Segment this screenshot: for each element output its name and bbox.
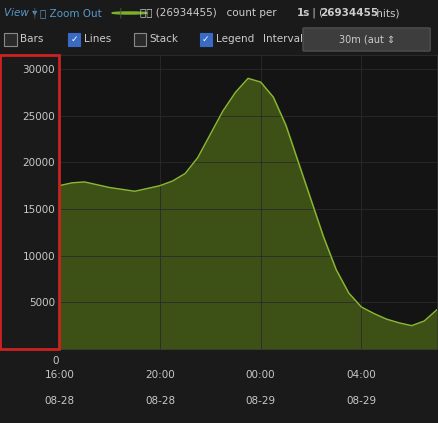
Text: Legend: Legend	[215, 35, 253, 44]
Circle shape	[112, 12, 147, 14]
Text: Lines: Lines	[84, 35, 111, 44]
Text: hits): hits)	[372, 8, 399, 18]
Text: 🔍 Zoom Out: 🔍 Zoom Out	[39, 8, 101, 18]
FancyBboxPatch shape	[134, 33, 146, 46]
Text: 08-29: 08-29	[346, 396, 375, 406]
Text: 00:00: 00:00	[245, 370, 275, 379]
Text: Interval: Interval	[263, 35, 303, 44]
Text: 20:00: 20:00	[145, 370, 174, 379]
Text: 04:00: 04:00	[346, 370, 375, 379]
Text: | (: | (	[309, 8, 323, 18]
Text: 30m (aut ⇕: 30m (aut ⇕	[338, 35, 394, 44]
Text: |: |	[118, 8, 122, 18]
FancyBboxPatch shape	[199, 33, 212, 46]
FancyBboxPatch shape	[302, 28, 429, 51]
Text: ✓: ✓	[70, 35, 78, 44]
Text: 0: 0	[53, 356, 59, 366]
Text: 08-28: 08-28	[145, 396, 175, 406]
Text: 08-28: 08-28	[44, 396, 74, 406]
Text: 08-29: 08-29	[245, 396, 275, 406]
FancyBboxPatch shape	[4, 33, 17, 46]
Text: |: |	[33, 8, 36, 18]
Text: 1s: 1s	[296, 8, 309, 18]
Text: 26934455: 26934455	[320, 8, 378, 18]
Text: 苹果 (26934455)   count per: 苹果 (26934455) count per	[140, 8, 280, 18]
Text: Stack: Stack	[149, 35, 178, 44]
Text: View ▾: View ▾	[4, 8, 38, 18]
FancyBboxPatch shape	[68, 33, 80, 46]
Text: 16:00: 16:00	[44, 370, 74, 379]
Text: ✓: ✓	[201, 35, 209, 44]
Text: Bars: Bars	[20, 35, 43, 44]
